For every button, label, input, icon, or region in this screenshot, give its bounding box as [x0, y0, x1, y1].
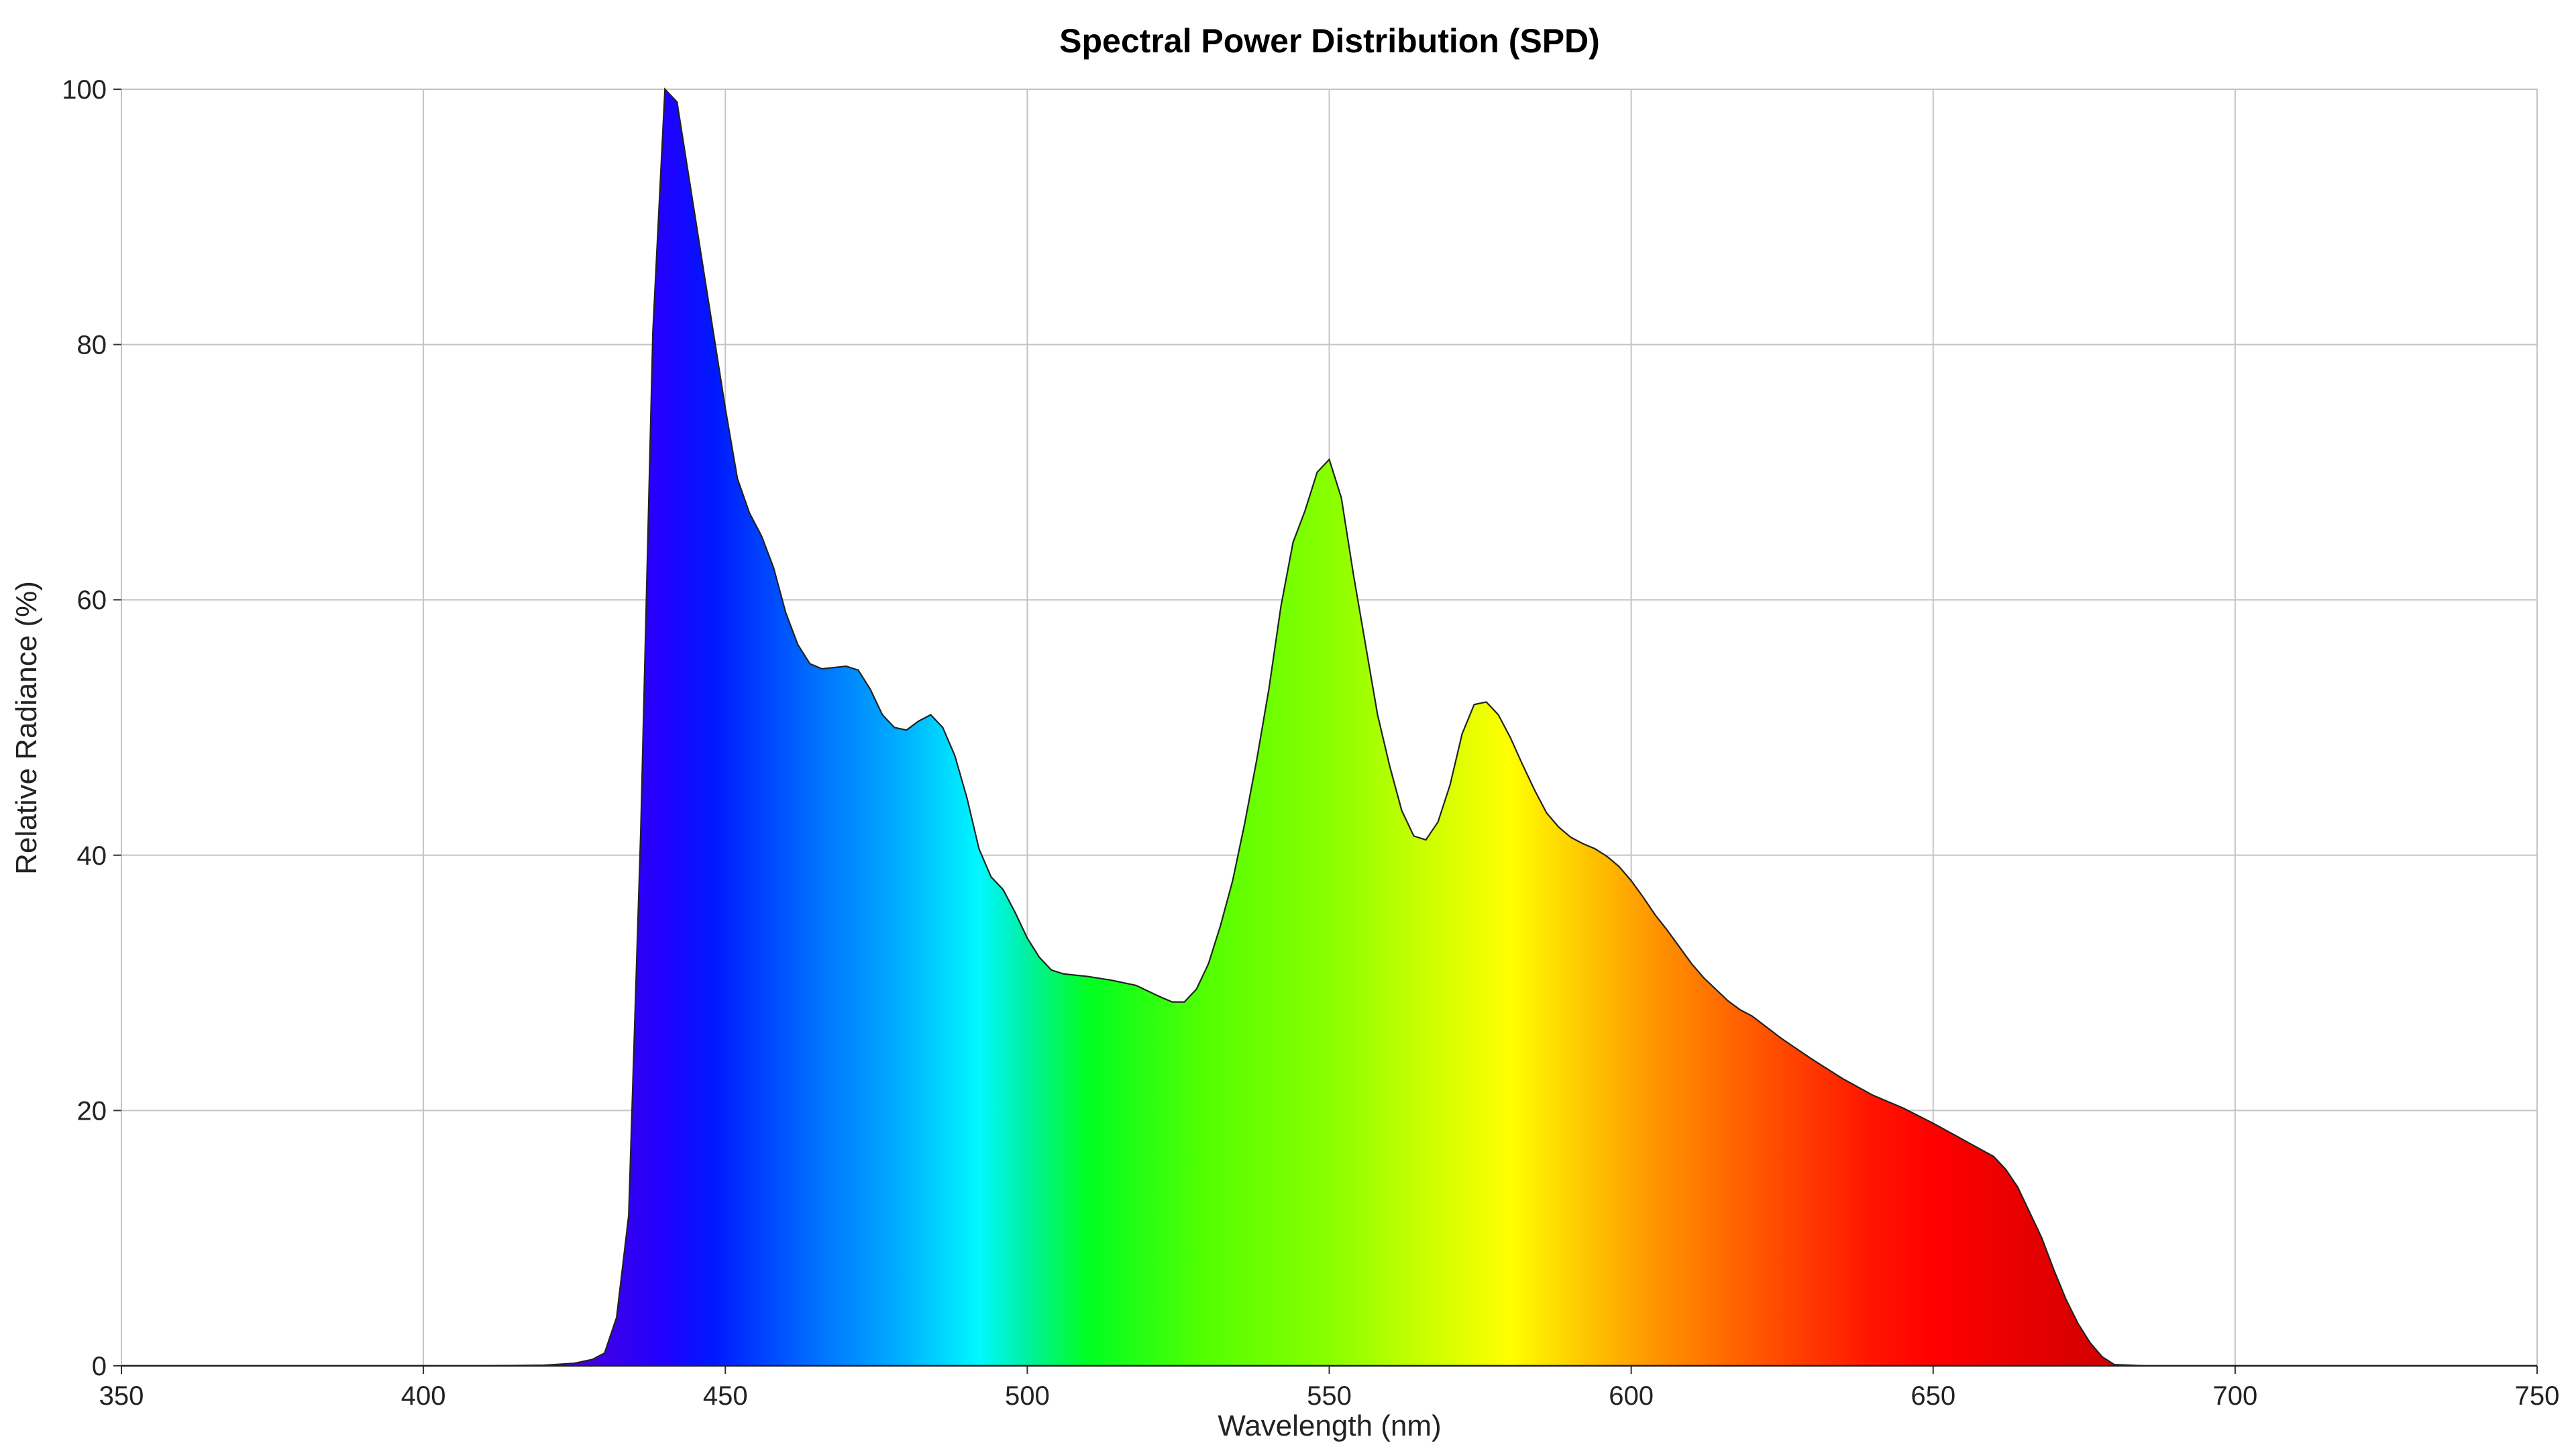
- x-axis-label: Wavelength (nm): [1218, 1409, 1441, 1442]
- x-tick-label: 650: [1911, 1381, 1955, 1411]
- y-tick-label: 80: [77, 331, 107, 360]
- y-axis-label: Relative Radiance (%): [10, 581, 43, 875]
- x-tick-labels: 350 400 450 500 550 600 650 700 750: [99, 1381, 2560, 1411]
- y-tick-label: 20: [77, 1096, 107, 1126]
- x-tick-label: 600: [1609, 1381, 1654, 1411]
- y-tick-labels: 0 20 40 60 80 100: [62, 75, 107, 1381]
- x-tick-label: 350: [99, 1381, 144, 1411]
- chart-title: Spectral Power Distribution (SPD): [1059, 22, 1600, 60]
- x-tick-label: 500: [1005, 1381, 1050, 1411]
- spd-area: [121, 87, 2537, 1367]
- x-tick-label: 450: [703, 1381, 748, 1411]
- x-tick-label: 400: [401, 1381, 446, 1411]
- y-tick-label: 40: [77, 841, 107, 871]
- x-tick-label: 750: [2515, 1381, 2560, 1411]
- y-tick-label: 60: [77, 586, 107, 615]
- y-tick-label: 100: [62, 75, 107, 105]
- x-tick-label: 550: [1307, 1381, 1352, 1411]
- x-tick-label: 700: [2213, 1381, 2258, 1411]
- y-tick-label: 0: [92, 1352, 107, 1381]
